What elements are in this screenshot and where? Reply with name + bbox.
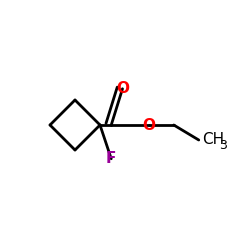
Text: O: O — [116, 81, 129, 96]
Text: 3: 3 — [219, 139, 226, 152]
Text: O: O — [142, 118, 155, 132]
Text: CH: CH — [202, 132, 224, 148]
Text: F: F — [106, 151, 117, 166]
